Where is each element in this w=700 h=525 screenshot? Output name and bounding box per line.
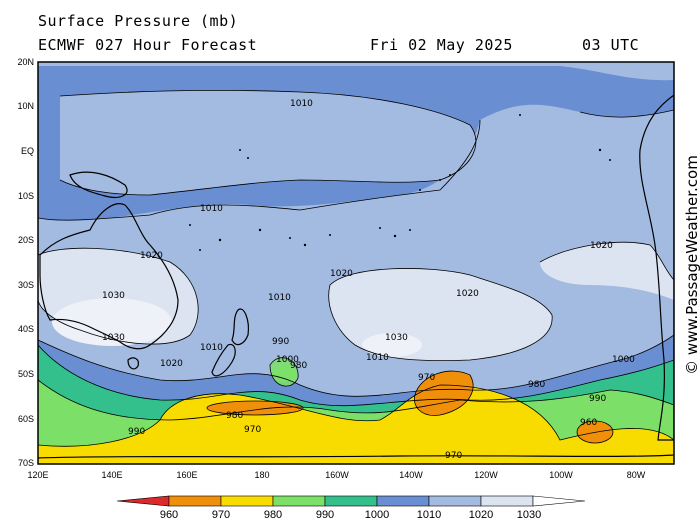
isobar-label: 1020: [160, 359, 183, 369]
isobar-label: 1020: [330, 269, 353, 279]
lat-tick: 60S: [17, 414, 34, 424]
pacific-islands: [189, 114, 611, 251]
colorbar-segment: [220, 495, 274, 507]
isobar-label: 1010: [200, 204, 223, 214]
watermark: © www.PassageWeather.com: [683, 155, 700, 375]
colorbar-label: 1000: [364, 509, 390, 521]
colorbar-label: 960: [159, 509, 179, 521]
colorbar-segment: [324, 495, 378, 507]
isobar-label: 1030: [385, 333, 408, 343]
colorbar-label: 970: [211, 509, 231, 521]
lat-tick: 20S: [17, 235, 34, 245]
isobar-label: 1010: [366, 353, 389, 363]
lat-tick: 50S: [17, 369, 34, 379]
land-outlines: [38, 94, 674, 459]
chart-title: Surface Pressure (mb): [38, 12, 239, 30]
lat-tick: 10N: [17, 101, 34, 111]
isobar-label: 960: [580, 418, 597, 428]
lon-tick: 100W: [549, 470, 573, 480]
colorbar-segment: [428, 495, 482, 507]
lon-tick: 140W: [399, 470, 423, 480]
isobar-lines: [38, 89, 674, 447]
isobar-label: 990: [272, 337, 289, 347]
isobar-fields: [38, 62, 674, 464]
isobar-label: 1010: [268, 293, 291, 303]
colorbar-segment: [168, 495, 222, 507]
isobar-label: 980: [528, 380, 545, 390]
lat-tick: 20N: [17, 57, 34, 67]
map-frame: [37, 61, 675, 465]
isobar-label: 970: [418, 373, 435, 383]
isobar-label: 1000: [612, 355, 635, 365]
colorbar: [116, 495, 586, 507]
isobar-label: 990: [589, 394, 606, 404]
colorbar-label: 1010: [416, 509, 442, 521]
isobar-label: 1020: [140, 251, 163, 261]
isobar-label: 1000: [276, 355, 299, 365]
colorbar-segment: [116, 495, 170, 507]
isobar-label: 980: [290, 361, 307, 371]
colorbar-segment: [376, 495, 430, 507]
lon-tick: 160W: [325, 470, 349, 480]
lon-tick: 140E: [101, 470, 123, 480]
isobar-labels: 1030 1030 1020 1020 1010 1010 1000 990 9…: [102, 99, 635, 461]
isobar-label: 970: [445, 451, 462, 461]
lat-tick: 10S: [17, 191, 34, 201]
lat-tick: 70S: [17, 458, 34, 468]
isobar-label: 1020: [456, 289, 479, 299]
isobar-label: 1020: [590, 241, 613, 251]
isobar-label: 1030: [102, 291, 125, 301]
isobar-label: 980: [226, 411, 243, 421]
colorbar-segment: [272, 495, 326, 507]
colorbar-segment: [480, 495, 534, 507]
lon-tick: 120W: [474, 470, 498, 480]
lon-tick: 80W: [626, 470, 646, 480]
isobar-label: 970: [244, 425, 261, 435]
colorbar-label: 980: [263, 509, 283, 521]
lon-tick: 120E: [27, 470, 49, 480]
colorbar-segment: [532, 495, 586, 507]
lon-tick: 180: [254, 470, 270, 480]
isobar-label: 990: [128, 427, 145, 437]
forecast-date: Fri 02 May 2025: [370, 36, 513, 54]
lat-tick: EQ: [20, 146, 34, 156]
lat-tick: 30S: [17, 280, 34, 290]
lon-tick: 160E: [176, 470, 198, 480]
colorbar-label: 1030: [516, 509, 542, 521]
isobar-label: 1010: [290, 99, 313, 109]
colorbar-label: 990: [315, 509, 335, 521]
isobar-label: 1010: [200, 343, 223, 353]
forecast-model: ECMWF 027 Hour Forecast: [38, 36, 258, 54]
lat-tick: 40S: [17, 324, 34, 334]
forecast-time: 03 UTC: [582, 36, 640, 54]
isobar-label: 1030: [102, 333, 125, 343]
colorbar-label: 1020: [468, 509, 494, 521]
